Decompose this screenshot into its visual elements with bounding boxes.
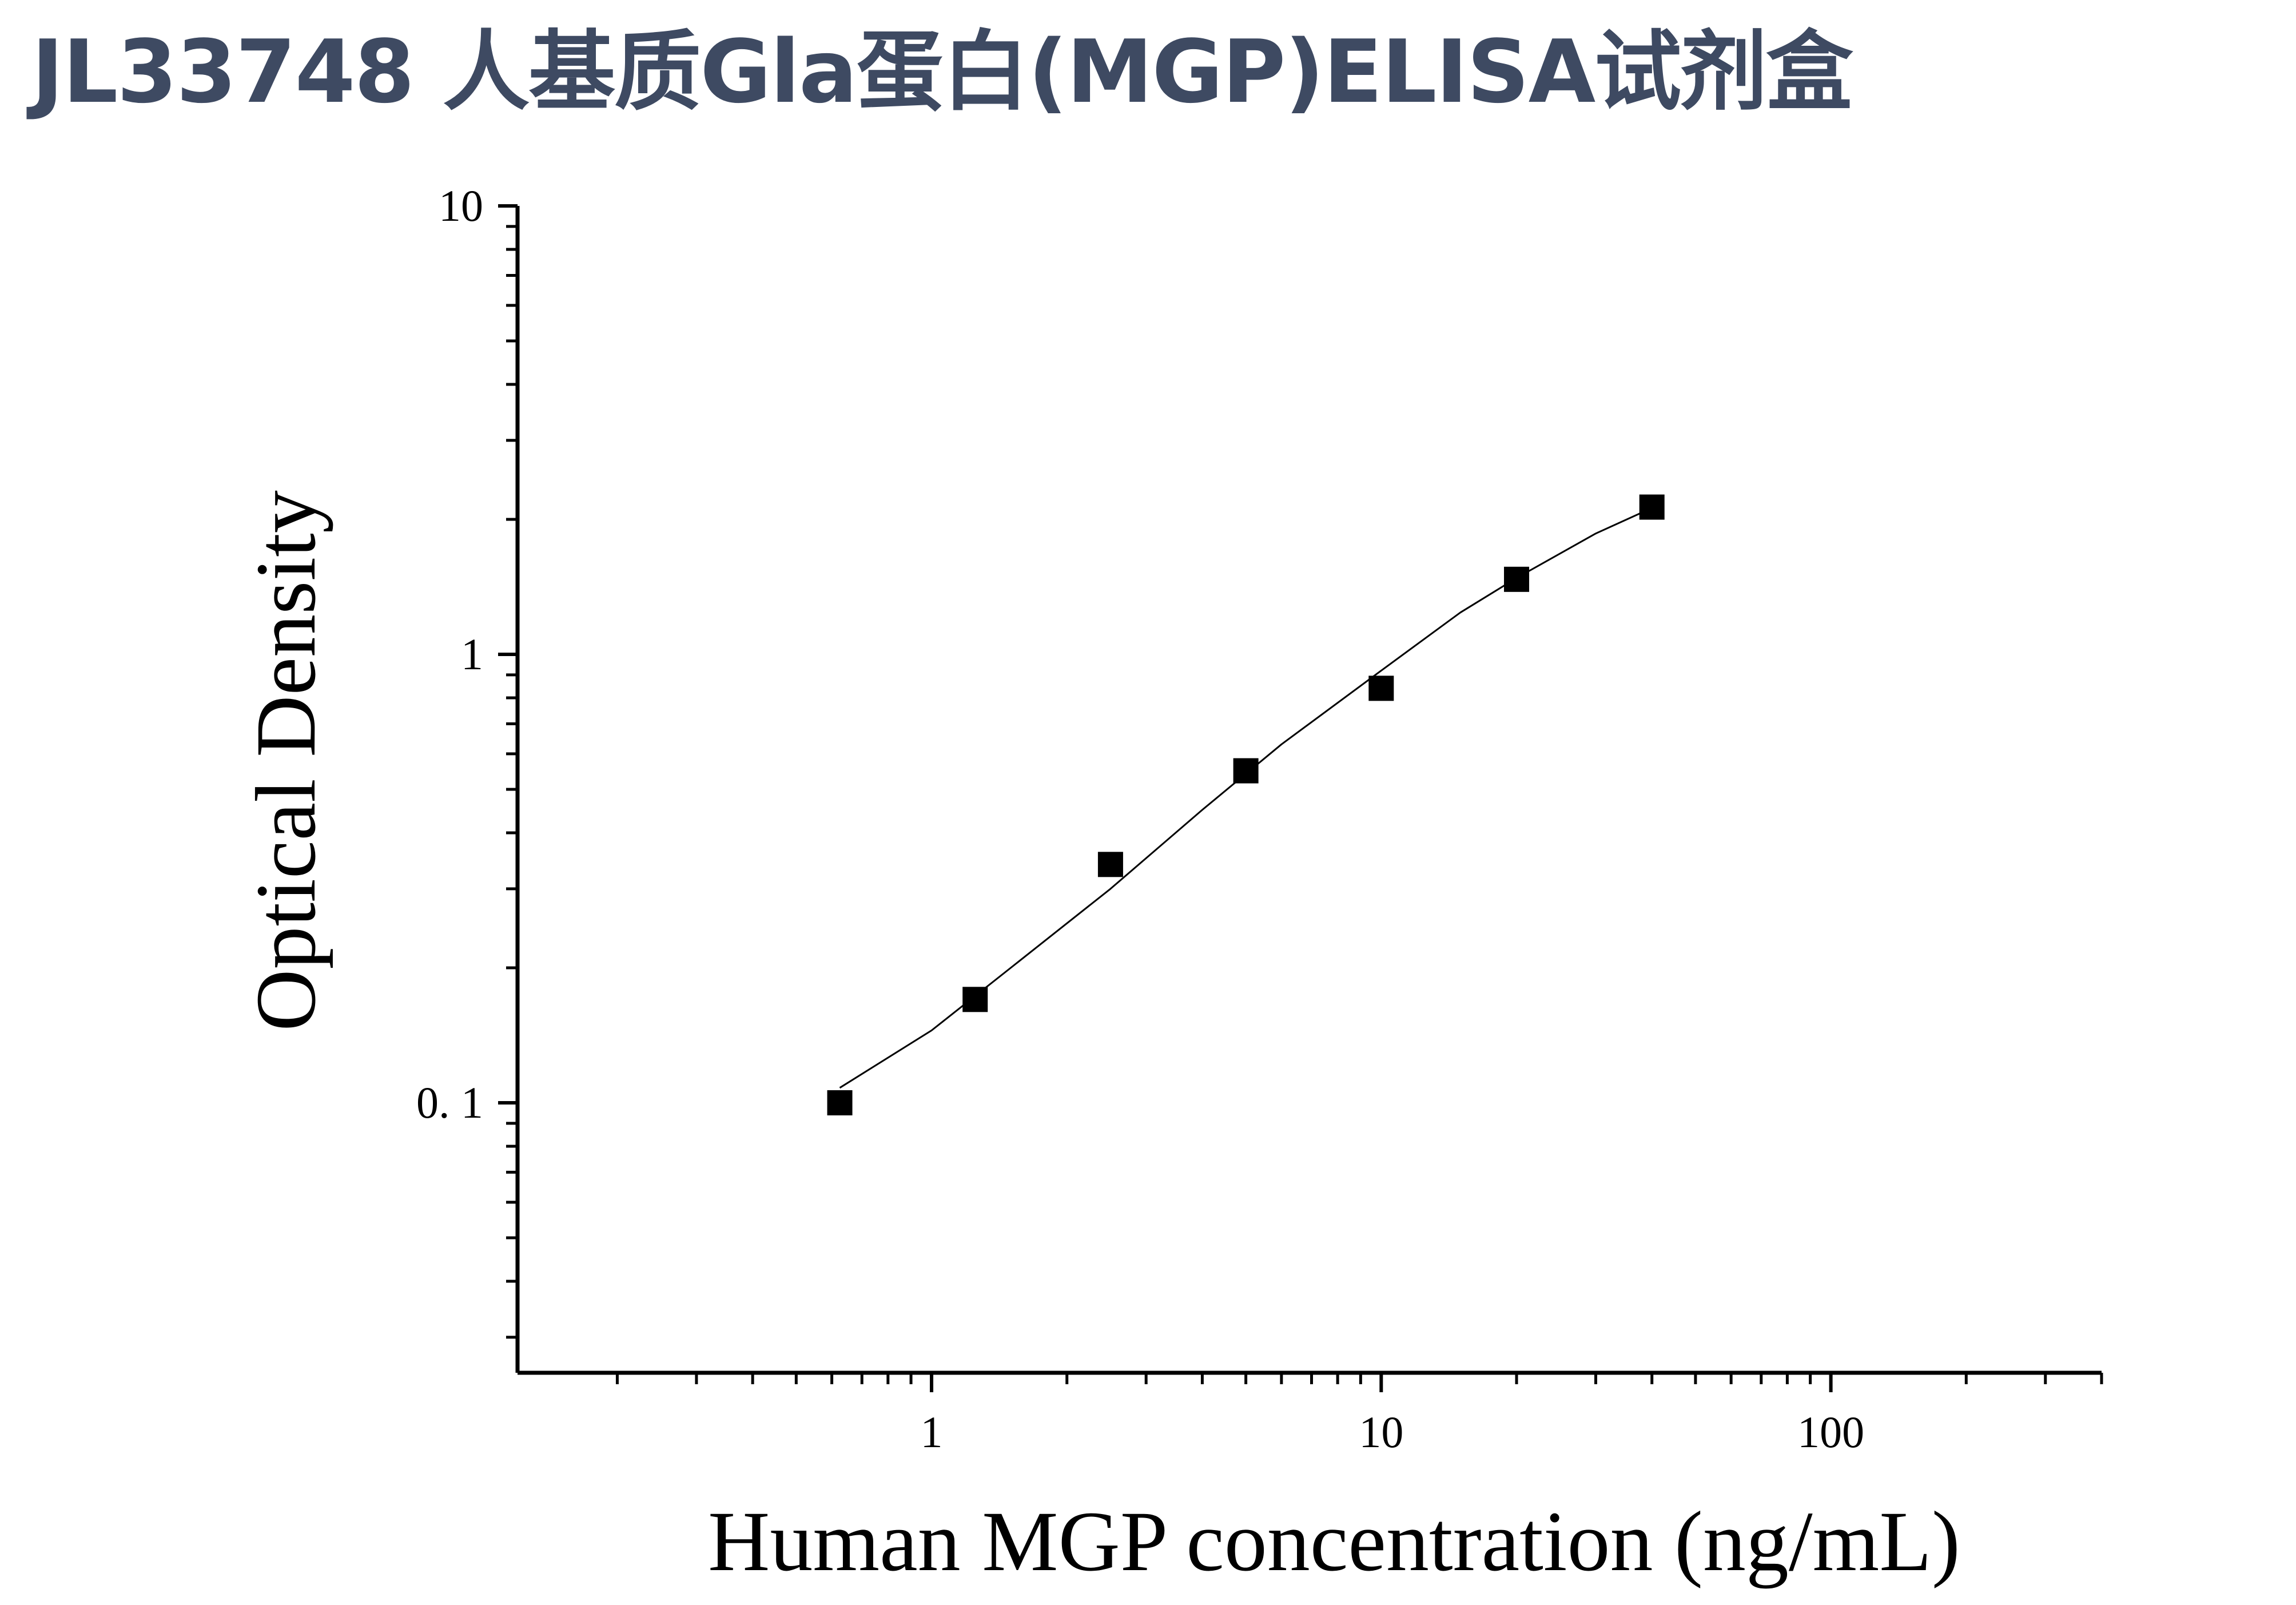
axes-layer bbox=[515, 206, 2102, 1375]
fit-curve-layer bbox=[839, 507, 1653, 1089]
data-points-layer bbox=[827, 494, 1665, 1115]
x-axis-label: Human MGP concentration (ng/mL) bbox=[708, 1494, 1960, 1589]
data-point-square bbox=[1097, 852, 1123, 877]
y-axis-label: Optical Density bbox=[238, 490, 333, 1031]
data-point-square bbox=[1233, 758, 1259, 784]
y-tick-label: 0. 1 bbox=[416, 1078, 483, 1127]
data-point-square bbox=[1368, 676, 1394, 701]
data-point-square bbox=[827, 1090, 853, 1115]
chart-title: JL33748 人基质Gla蛋白(MGP)ELISA试剂盒 bbox=[31, 21, 1853, 122]
data-point-square bbox=[1504, 566, 1530, 592]
data-point-square bbox=[1639, 494, 1665, 520]
data-point-square bbox=[962, 987, 988, 1012]
x-tick-label: 100 bbox=[1797, 1407, 1864, 1457]
ticks-layer: 1 10 100 0. 1 1 10 bbox=[416, 181, 2103, 1457]
y-tick-label: 10 bbox=[439, 181, 483, 231]
y-tick-label: 1 bbox=[461, 629, 483, 679]
x-tick-label: 10 bbox=[1359, 1407, 1403, 1457]
x-tick-label: 1 bbox=[921, 1407, 943, 1457]
fit-curve-line bbox=[839, 507, 1653, 1089]
